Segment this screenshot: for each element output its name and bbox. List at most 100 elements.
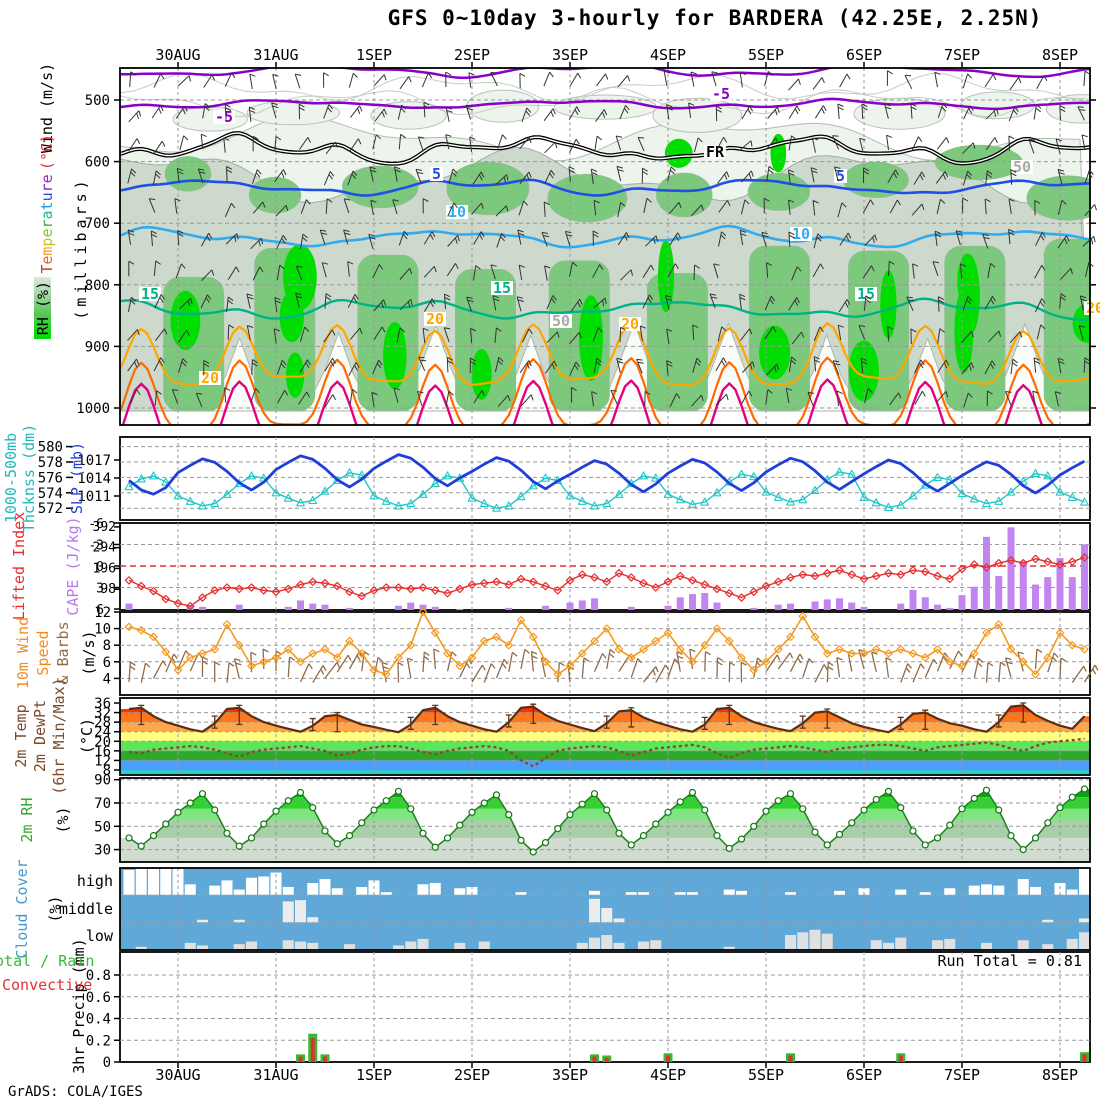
marker-diamond bbox=[786, 632, 795, 642]
wind-barb bbox=[813, 356, 821, 372]
wind-barb bbox=[543, 201, 550, 218]
wind-barb bbox=[472, 171, 485, 185]
wind-barb bbox=[324, 661, 341, 679]
wind-barb bbox=[789, 653, 804, 673]
cloud-bar-high bbox=[1066, 889, 1078, 895]
marker-diamond bbox=[259, 657, 268, 666]
marker-circle bbox=[186, 799, 194, 807]
marker-diamond bbox=[847, 570, 856, 579]
marker-diamond bbox=[627, 653, 636, 662]
marker-diamond bbox=[333, 653, 342, 662]
marker-circle bbox=[688, 788, 697, 797]
wind-barb bbox=[444, 293, 451, 310]
wind-barb bbox=[937, 296, 945, 312]
marker-diamond bbox=[982, 628, 991, 637]
wind-barb bbox=[497, 394, 511, 407]
wind-barb bbox=[347, 294, 359, 308]
wind-barb bbox=[911, 136, 923, 151]
wind-barb bbox=[469, 136, 476, 152]
axis-title: Lifted Index bbox=[10, 512, 28, 620]
wind-barb bbox=[906, 296, 915, 311]
cape-bar bbox=[297, 600, 304, 610]
marker-diamond bbox=[835, 645, 844, 654]
marker-diamond bbox=[1031, 670, 1040, 679]
cloud-row-label-middle: middle bbox=[59, 900, 113, 918]
wind-barb bbox=[248, 106, 256, 122]
cape-bar bbox=[431, 606, 439, 610]
wind-barb bbox=[812, 200, 819, 216]
marker-diamond bbox=[382, 670, 391, 679]
wind-barb bbox=[433, 648, 440, 670]
wind-barb bbox=[826, 661, 834, 683]
wind-barb bbox=[177, 229, 184, 246]
date-label-bottom: 8SEP bbox=[1042, 1066, 1078, 1084]
wind-tick: 4 bbox=[103, 671, 111, 687]
marker-circle bbox=[1044, 819, 1052, 827]
wind-barb bbox=[294, 73, 302, 89]
wind-tick: 10 bbox=[94, 622, 111, 638]
date-label-bottom: 7SEP bbox=[944, 1066, 980, 1084]
cloud-bar-middle bbox=[307, 917, 319, 923]
marker-triangle bbox=[467, 493, 477, 502]
wind-barb bbox=[252, 201, 266, 214]
minmax-whisker bbox=[530, 703, 537, 724]
marker-diamond bbox=[308, 577, 317, 586]
axis-title: SLP (mb) bbox=[68, 442, 86, 514]
precip-bar-convective bbox=[898, 1055, 903, 1062]
wind-barb bbox=[349, 138, 362, 152]
axis-title: Speed bbox=[34, 630, 52, 675]
wind-barb bbox=[323, 104, 334, 119]
wind-barb bbox=[935, 391, 949, 404]
wind-barb bbox=[127, 358, 140, 372]
marker-diamond bbox=[700, 580, 709, 589]
contour-temp--5 bbox=[120, 97, 1090, 111]
marker-circle bbox=[590, 790, 599, 798]
marker-circle bbox=[554, 825, 562, 833]
marker-diamond bbox=[455, 661, 464, 671]
wind-barb bbox=[985, 661, 994, 683]
wind-barb bbox=[519, 171, 532, 185]
wind-barb bbox=[546, 331, 560, 344]
axis-title-h: Total / Rain bbox=[0, 952, 94, 970]
wind-barb bbox=[814, 664, 828, 683]
marker-diamond bbox=[1068, 557, 1077, 566]
wind-barb bbox=[887, 169, 899, 183]
wind-barb bbox=[904, 74, 913, 90]
cloud-bar-high bbox=[331, 888, 343, 895]
wind-barb bbox=[960, 263, 967, 279]
wind-barb bbox=[863, 295, 872, 311]
panel-border bbox=[119, 611, 1091, 696]
cloud-bar-low bbox=[981, 942, 992, 950]
marker-triangle bbox=[136, 474, 146, 483]
marker-diamond bbox=[921, 567, 930, 576]
wind-barb bbox=[690, 204, 704, 217]
date-label-top: 4SEP bbox=[650, 46, 686, 64]
cloud-bar-high bbox=[135, 868, 147, 895]
wind-barb bbox=[937, 359, 950, 373]
marker-triangle bbox=[345, 468, 354, 477]
marker-diamond bbox=[296, 657, 305, 666]
wind-barb bbox=[494, 327, 502, 343]
wind-barb bbox=[397, 661, 404, 683]
marker-circle bbox=[529, 848, 537, 856]
wind-barb bbox=[741, 170, 754, 183]
marker-diamond bbox=[467, 653, 477, 662]
wind-barb bbox=[348, 362, 360, 376]
pressure-tick: 1000 bbox=[76, 401, 110, 417]
marker-diamond bbox=[186, 601, 195, 611]
marker-diamond bbox=[504, 580, 513, 589]
marker-diamond bbox=[884, 568, 893, 578]
marker-circle bbox=[603, 806, 611, 814]
rh-contour-thin bbox=[120, 86, 1087, 118]
minmax-whisker bbox=[628, 707, 635, 728]
marker-diamond bbox=[431, 628, 440, 637]
wind-barb bbox=[767, 106, 780, 119]
axis-title: RH (%) bbox=[34, 281, 52, 335]
wind-barb bbox=[251, 359, 258, 375]
marker-diamond bbox=[357, 649, 366, 658]
marker-diamond bbox=[884, 649, 893, 658]
wind-barb bbox=[445, 134, 452, 150]
thk-tick: 580 bbox=[38, 440, 63, 456]
wind-barb bbox=[1079, 295, 1087, 311]
cloud-bar-middle bbox=[1042, 919, 1054, 923]
